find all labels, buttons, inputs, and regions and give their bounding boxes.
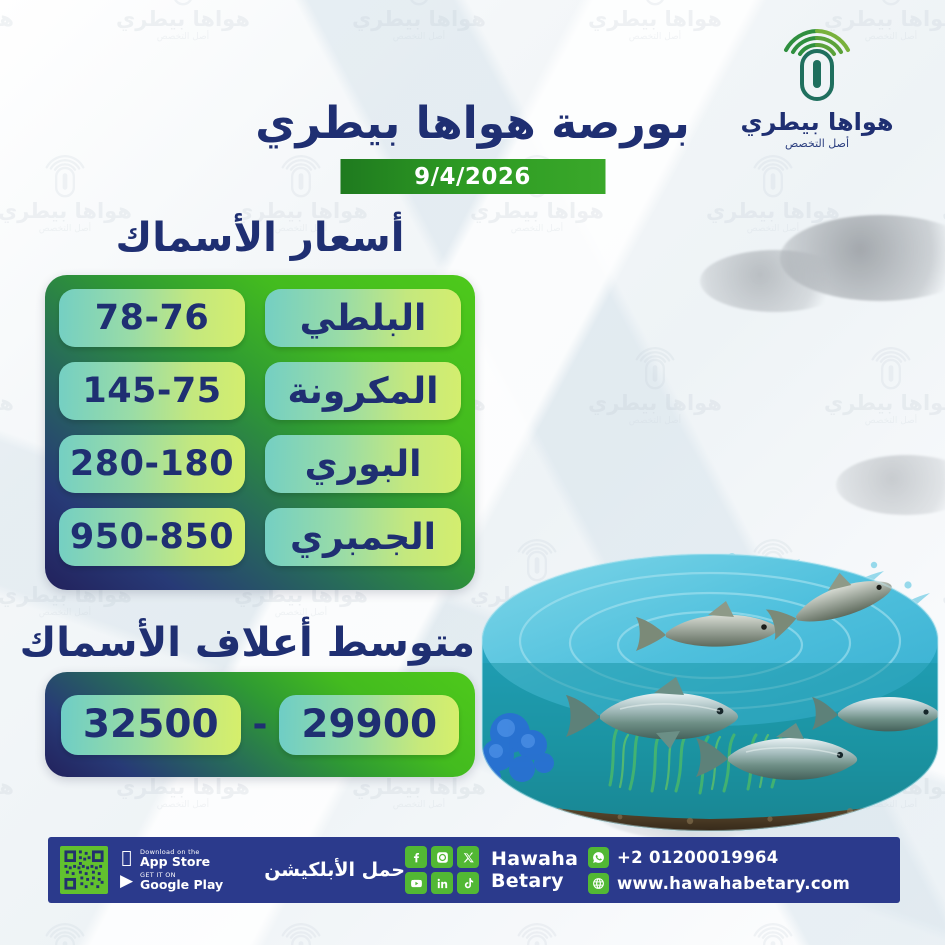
- apple-icon: : [118, 850, 135, 867]
- footer-app-download-group:  Download on the App Store ▶ GET IT ON …: [60, 846, 405, 894]
- x-twitter-icon[interactable]: [457, 846, 479, 868]
- table-row: 145-75 المكرونة: [59, 360, 461, 422]
- google-play-small-label: GET IT ON: [140, 870, 176, 879]
- phone-row[interactable]: +2 01200019964: [588, 846, 888, 868]
- fish-name-label: البوري: [265, 435, 461, 493]
- store-badges-group:  Download on the App Store ▶ GET IT ON …: [118, 847, 224, 893]
- facebook-icon[interactable]: [405, 846, 427, 868]
- website-url: www.hawahabetary.com: [617, 873, 851, 893]
- fish-price-value: 78-76: [59, 289, 245, 347]
- social-icons-grid: [405, 846, 479, 894]
- fish-name-label: البلطي: [265, 289, 461, 347]
- google-play-icon: ▶: [119, 870, 134, 891]
- table-row: 280-180 البوري: [59, 433, 461, 495]
- fingerprint-wifi-logo-icon: [784, 29, 850, 101]
- tiktok-icon[interactable]: [457, 872, 479, 894]
- cloud-decoration: [836, 455, 945, 515]
- fish-price-value: 950-850: [59, 508, 245, 566]
- feed-price-left: 32500: [61, 694, 241, 755]
- download-app-label: حمل الأبلكيشن: [264, 859, 405, 881]
- fish-price-value: 145-75: [59, 362, 245, 420]
- app-store-label: App Store: [140, 854, 211, 870]
- feed-price-right: 29900: [279, 694, 460, 755]
- phone-number: +2 01200019964: [617, 847, 779, 867]
- feed-price-separator: -: [252, 704, 268, 745]
- youtube-icon[interactable]: [405, 872, 427, 894]
- feed-price-panel: 32500 - 29900: [45, 672, 475, 777]
- logo-tagline-text: أصل التخصص: [784, 137, 850, 150]
- fish-section-heading: أسعار الأسماك: [115, 215, 405, 261]
- instagram-icon[interactable]: [431, 846, 453, 868]
- cloud-decoration: [700, 250, 850, 312]
- cloud-decoration: [780, 215, 945, 301]
- footer-bar:  Download on the App Store ▶ GET IT ON …: [48, 837, 900, 903]
- globe-icon: [588, 872, 609, 894]
- table-row: 78-76 البلطي: [59, 287, 461, 349]
- page-title: بورصة هواها بيطري: [255, 98, 690, 149]
- app-store-small-label: Download on the: [140, 847, 200, 856]
- cloud-decoration: [590, 770, 790, 840]
- fish-price-panel: 78-76 البلطي 145-75 المكرونة 280-180 الب…: [45, 275, 475, 590]
- whatsapp-icon: [588, 846, 609, 868]
- brand-logo: هواها بيطري أصل التخصص: [727, 24, 907, 150]
- linkedin-icon[interactable]: [431, 872, 453, 894]
- date-badge: 9/4/2026: [340, 159, 605, 194]
- qr-code-icon[interactable]: [60, 846, 108, 894]
- fish-price-value: 280-180: [59, 435, 245, 493]
- google-play-label: Google Play: [140, 877, 224, 893]
- google-play-badge[interactable]: ▶ GET IT ON Google Play: [118, 870, 224, 893]
- feed-section-heading: متوسط أعلاف الأسماك: [19, 620, 475, 666]
- footer-contact-group: +2 01200019964 www.hawahabetary.com: [588, 846, 888, 894]
- fish-name-label: المكرونة: [265, 362, 461, 420]
- table-row: 950-850 الجمبري: [59, 506, 461, 568]
- app-store-badge[interactable]:  Download on the App Store: [118, 847, 223, 870]
- fish-name-label: الجمبري: [265, 508, 461, 566]
- logo-name-text: هواها بيطري: [740, 108, 894, 136]
- footer-social-group: Hawaha Betary: [405, 846, 588, 894]
- fish-aquarium-illustration: [481, 553, 939, 832]
- brand-english-name: Hawaha Betary: [491, 848, 579, 892]
- website-row[interactable]: www.hawahabetary.com: [588, 872, 888, 894]
